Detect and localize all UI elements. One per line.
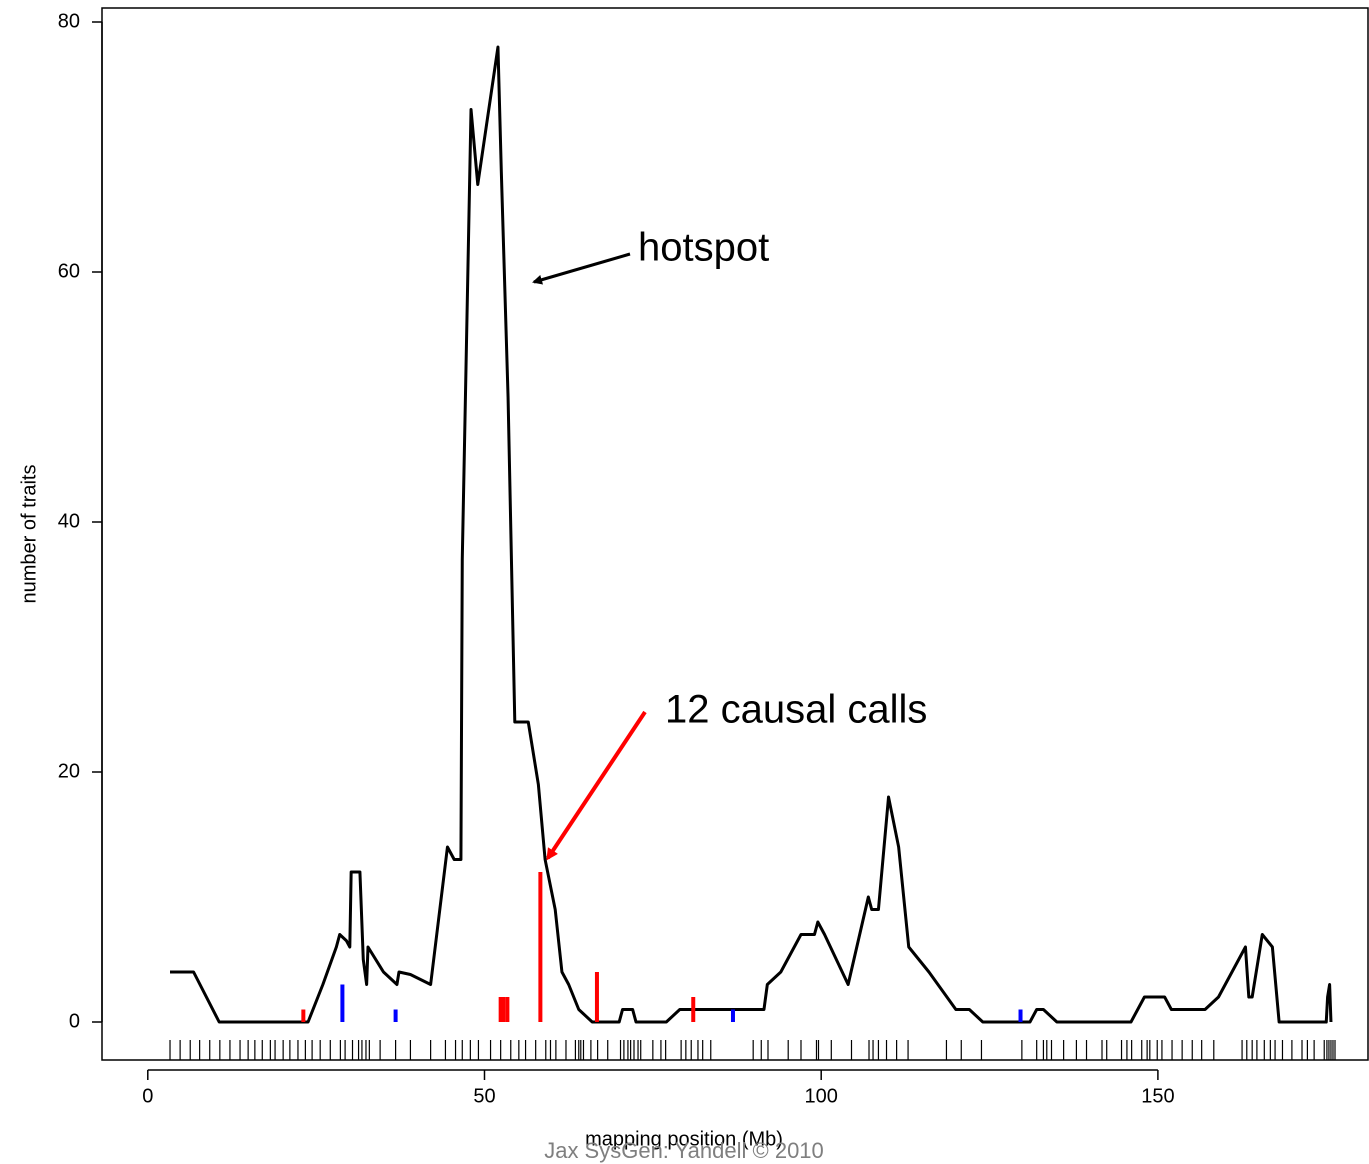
y-tick-label: 20 [58, 760, 80, 782]
annotation-arrow [546, 710, 647, 861]
plot-frame [101, 7, 1369, 1061]
x-tick-label: 0 [142, 1085, 153, 1107]
x-axis-label: mapping position (Mb) [585, 1128, 783, 1150]
x-tick-label: 50 [473, 1085, 495, 1107]
y-tick-label: 60 [58, 260, 80, 282]
x-tick-label: 100 [805, 1085, 838, 1107]
footer: Jax SysGen: Yandell © 2010 [544, 1138, 824, 1163]
y-tick-label: 0 [69, 1010, 80, 1032]
y-tick-label: 80 [58, 10, 80, 32]
x-tick-label: 150 [1141, 1085, 1174, 1107]
trait-count-line [170, 45, 1333, 1024]
annotation-arrow [532, 252, 631, 285]
y-axis-label: number of traits [18, 465, 40, 604]
annotation: 12 causal calls [665, 688, 927, 732]
y-tick-label: 40 [58, 510, 80, 532]
annotation: hotspot [638, 226, 769, 270]
